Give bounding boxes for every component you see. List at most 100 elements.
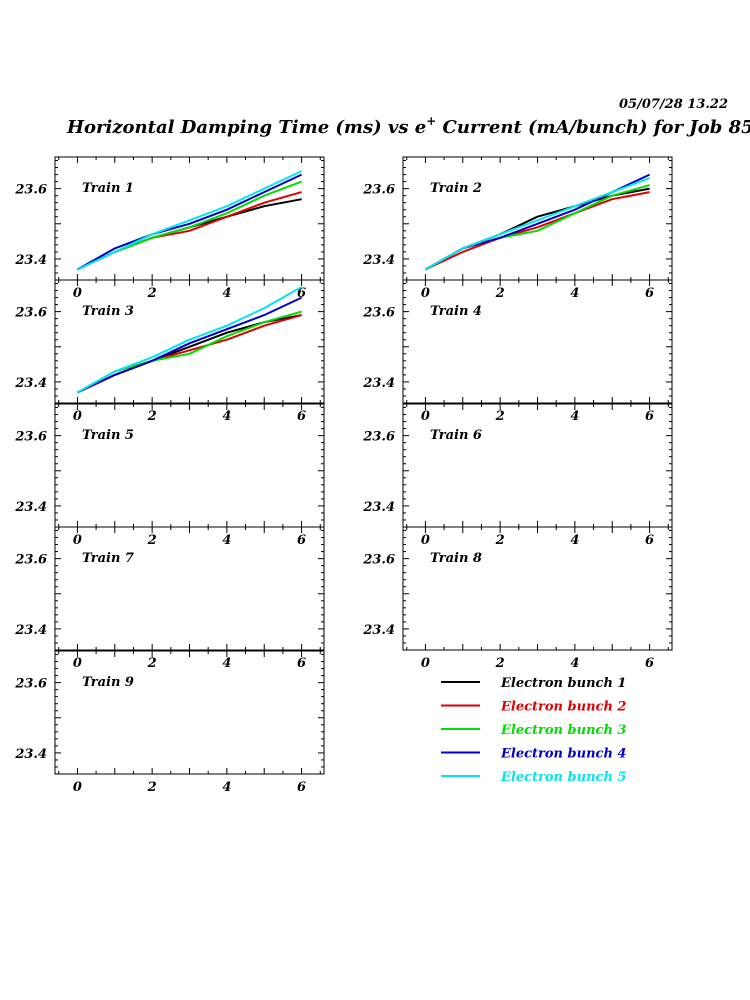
x-tick-label: 4 <box>570 656 579 671</box>
panel-label: Train 5 <box>82 428 134 443</box>
x-tick-label: 4 <box>222 409 231 424</box>
x-tick-label: 6 <box>297 656 306 671</box>
x-tick-label: 4 <box>570 533 579 548</box>
x-tick-label: 0 <box>73 533 82 548</box>
panel-label: Train 4 <box>430 304 482 319</box>
y-tick-label: 23.4 <box>362 253 395 268</box>
x-tick-label: 4 <box>222 656 231 671</box>
panel-label: Train 8 <box>430 551 482 566</box>
legend-item: Electron bunch 3 <box>441 723 626 738</box>
y-tick-label: 23.6 <box>14 677 47 692</box>
series-line-electron-bunch-4 <box>76 296 303 394</box>
panel-frame <box>402 526 673 651</box>
panel-train-5: 23.4 23.6 0 2 4 6 Train 5 <box>14 403 325 548</box>
title-main: Horizontal Damping Time (ms) vs e <box>66 117 426 138</box>
series-line-electron-bunch-2 <box>76 191 302 271</box>
series-line-electron-bunch-5 <box>424 177 650 271</box>
y-tick-label: 23.4 <box>362 376 395 391</box>
x-tick-label: 0 <box>421 286 430 301</box>
x-tick-label: 2 <box>495 656 505 671</box>
x-tick-label: 2 <box>147 780 157 795</box>
panel-frame <box>54 650 325 775</box>
panel-train-6: 23.4 23.6 0 2 4 6 Train 6 <box>362 403 673 548</box>
y-tick-label: 23.4 <box>14 376 47 391</box>
x-tick-label: 6 <box>297 780 306 795</box>
x-tick-label: 0 <box>421 656 430 671</box>
panel-train-8: 23.4 23.6 0 2 4 6 Train 8 <box>362 526 673 671</box>
y-tick-label: 23.6 <box>362 306 395 321</box>
y-tick-label: 23.4 <box>14 253 47 268</box>
x-tick-label: 0 <box>421 533 430 548</box>
x-tick-label: 6 <box>297 533 306 548</box>
panel-label: Train 6 <box>430 428 482 443</box>
legend-label: Electron bunch 1 <box>500 676 626 691</box>
panel-frame <box>402 403 673 528</box>
figure-title: Horizontal Damping Time (ms) vs e+ Curre… <box>66 114 750 138</box>
x-tick-label: 0 <box>73 780 82 795</box>
x-tick-label: 0 <box>73 409 82 424</box>
y-tick-label: 23.6 <box>362 183 395 198</box>
timestamp: 05/07/28 13.22 <box>619 97 728 112</box>
x-tick-label: 6 <box>645 656 654 671</box>
legend-item: Electron bunch 1 <box>441 676 626 691</box>
x-tick-label: 2 <box>495 286 505 301</box>
legend-item: Electron bunch 2 <box>441 700 626 715</box>
legend-item: Electron bunch 5 <box>441 770 626 785</box>
legend-item: Electron bunch 4 <box>441 747 626 762</box>
x-tick-label: 6 <box>297 409 306 424</box>
panel-label: Train 3 <box>82 304 134 319</box>
x-tick-label: 0 <box>73 656 82 671</box>
y-tick-label: 23.4 <box>14 623 47 638</box>
series-line-electron-bunch-1 <box>76 198 302 271</box>
x-tick-label: 2 <box>147 286 157 301</box>
panel-frame <box>54 526 325 651</box>
series-line-electron-bunch-5 <box>76 286 303 394</box>
x-tick-label: 4 <box>570 286 579 301</box>
panel-train-9: 23.4 23.6 0 2 4 6 Train 9 <box>14 650 325 795</box>
x-tick-label: 0 <box>73 286 82 301</box>
panel-train-3: 23.4 23.6 0 2 4 6 Train 3 <box>14 279 325 424</box>
panel-train-1: 23.4 23.6 0 2 4 6 Train 1 <box>14 156 325 301</box>
panel-frame <box>54 403 325 528</box>
x-tick-label: 4 <box>570 409 579 424</box>
y-tick-label: 23.6 <box>14 183 47 198</box>
x-tick-label: 6 <box>645 286 654 301</box>
x-tick-label: 6 <box>297 286 306 301</box>
x-tick-label: 4 <box>222 286 231 301</box>
panel-label: Train 2 <box>430 181 482 196</box>
x-tick-label: 2 <box>495 409 505 424</box>
y-tick-label: 23.6 <box>362 553 395 568</box>
y-tick-label: 23.4 <box>14 747 47 762</box>
panel-train-2: 23.4 23.6 0 2 4 6 Train 2 <box>362 156 673 301</box>
x-tick-label: 4 <box>222 533 231 548</box>
series-line-electron-bunch-1 <box>424 187 650 271</box>
legend: Electron bunch 1 Electron bunch 2 Electron… <box>441 676 626 785</box>
title-rest: Current (mA/bunch) for Job 855 <box>436 117 750 138</box>
x-tick-label: 0 <box>421 409 430 424</box>
legend-label: Electron bunch 3 <box>500 723 626 738</box>
panel-frame <box>402 279 673 404</box>
panel-label: Train 1 <box>82 181 134 196</box>
legend-label: Electron bunch 2 <box>500 700 626 715</box>
title-superscript: + <box>426 114 436 128</box>
panel-label: Train 9 <box>82 675 134 690</box>
panel-label: Train 7 <box>82 551 134 566</box>
y-tick-label: 23.6 <box>14 553 47 568</box>
series-line-electron-bunch-5 <box>76 170 303 271</box>
legend-label: Electron bunch 5 <box>500 770 626 785</box>
series-line-electron-bunch-4 <box>76 173 303 271</box>
x-tick-label: 2 <box>495 533 505 548</box>
x-tick-label: 2 <box>147 409 157 424</box>
x-tick-label: 2 <box>147 656 157 671</box>
y-tick-label: 23.6 <box>14 430 47 445</box>
x-tick-label: 2 <box>147 533 157 548</box>
panel-train-7: 23.4 23.6 0 2 4 6 Train 7 <box>14 526 325 671</box>
y-tick-label: 23.6 <box>362 430 395 445</box>
panel-train-4: 23.4 23.6 0 2 4 6 Train 4 <box>362 279 673 424</box>
series-line-electron-bunch-2 <box>424 191 650 271</box>
x-tick-label: 6 <box>645 409 654 424</box>
x-tick-label: 4 <box>222 780 231 795</box>
legend-label: Electron bunch 4 <box>500 747 626 762</box>
